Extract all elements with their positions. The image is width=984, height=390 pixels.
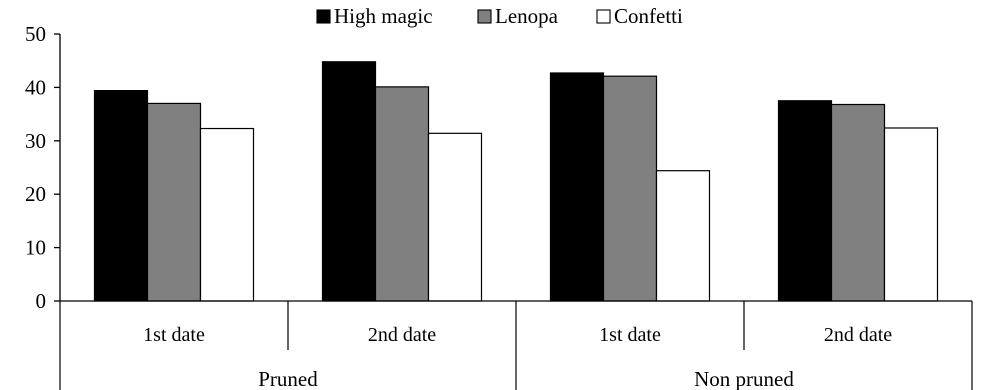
y-axis: 0 10 20 30 40 50 — [25, 22, 61, 313]
bar-confetti — [199, 127, 255, 302]
group-label: Non pruned — [694, 367, 794, 390]
bar-lenopa — [830, 103, 886, 302]
legend-item: Lenopa — [477, 4, 559, 28]
legend-swatch — [596, 9, 611, 24]
legend-swatch — [477, 9, 492, 24]
legend-label: Confetti — [614, 4, 683, 28]
bar-confetti — [883, 127, 939, 302]
x-axis: 1st date 2nd date 1st date 2nd date Pruned No… — [59, 300, 973, 390]
legend-label: High magic — [334, 4, 433, 28]
y-tick-label: 20 — [25, 182, 46, 206]
legend: High magic Lenopa Confetti — [316, 4, 683, 28]
bar-lenopa — [602, 75, 658, 302]
y-tick-label: 50 — [25, 22, 46, 46]
bars — [93, 61, 939, 302]
bar-high-magic — [321, 61, 377, 302]
bar-lenopa — [146, 102, 202, 302]
legend-label: Lenopa — [495, 4, 559, 28]
y-tick-label: 40 — [25, 75, 46, 99]
bar-high-magic — [777, 100, 833, 302]
bar-confetti — [427, 132, 483, 302]
bar-confetti — [655, 170, 711, 302]
bar-high-magic — [549, 72, 605, 302]
group-label: Pruned — [258, 367, 318, 390]
category-label: 1st date — [143, 324, 205, 346]
category-label: 2nd date — [824, 324, 892, 346]
legend-item: Confetti — [596, 4, 683, 28]
y-tick-label: 10 — [25, 236, 46, 260]
legend-item: High magic — [316, 4, 433, 28]
bar-lenopa — [374, 86, 430, 302]
category-label: 2nd date — [368, 324, 436, 346]
legend-swatch — [316, 9, 331, 24]
y-tick-label: 0 — [36, 289, 47, 313]
bar-high-magic — [93, 90, 149, 302]
category-label: 1st date — [599, 324, 661, 346]
y-tick-label: 30 — [25, 129, 46, 153]
